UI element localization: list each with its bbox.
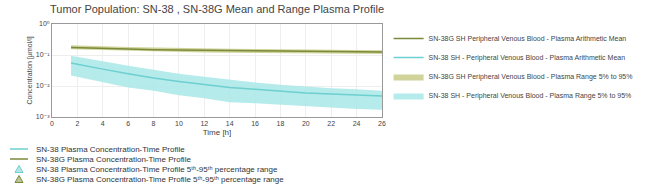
svg-text:10: 10 — [175, 120, 183, 127]
svg-text:2: 2 — [75, 120, 79, 127]
svg-text:10⁻¹: 10⁻¹ — [36, 51, 50, 58]
svg-text:26: 26 — [378, 120, 386, 127]
svg-text:8: 8 — [152, 120, 156, 127]
svg-text:SN-38 Plasma Concentration-Tim: SN-38 Plasma Concentration-Time Profile — [36, 145, 185, 154]
svg-text:10⁰: 10⁰ — [39, 20, 50, 27]
svg-text:SN-38 Plasma Concentration-Tim: SN-38 Plasma Concentration-Time Profile … — [36, 165, 278, 174]
svg-text:SN-38G SH Peripheral Venous Bl: SN-38G SH Peripheral Venous Blood - Plas… — [429, 73, 633, 81]
svg-text:Concentration [µmol/l]: Concentration [µmol/l] — [26, 36, 34, 104]
svg-text:SN-38G SH Peripheral Venous Bl: SN-38G SH Peripheral Venous Blood - Plas… — [429, 35, 627, 43]
svg-text:4: 4 — [101, 120, 105, 127]
svg-text:SN-38G Plasma Concentration-Ti: SN-38G Plasma Concentration-Time Profile… — [36, 175, 284, 184]
svg-text:SN-38G Plasma Concentration-Ti: SN-38G Plasma Concentration-Time Profile — [36, 155, 191, 164]
svg-text:10⁻³: 10⁻³ — [36, 113, 50, 120]
svg-text:16: 16 — [251, 120, 259, 127]
svg-text:12: 12 — [200, 120, 208, 127]
svg-text:6: 6 — [126, 120, 130, 127]
svg-text:24: 24 — [353, 120, 361, 127]
svg-text:10⁻²: 10⁻² — [36, 82, 50, 89]
svg-text:SN-38 SH - Peripheral Venous B: SN-38 SH - Peripheral Venous Blood - Pla… — [429, 92, 632, 100]
svg-text:20: 20 — [302, 120, 310, 127]
svg-text:SN-38 SH - Peripheral Venous B: SN-38 SH - Peripheral Venous Blood - Pla… — [429, 54, 626, 62]
svg-text:0: 0 — [50, 120, 54, 127]
svg-text:14: 14 — [226, 120, 234, 127]
svg-text:18: 18 — [277, 120, 285, 127]
svg-text:Time [h]: Time [h] — [203, 128, 232, 137]
svg-text:Tumor Population: SN-38 , SN-3: Tumor Population: SN-38 , SN-38G Mean an… — [50, 3, 384, 15]
svg-text:22: 22 — [327, 120, 335, 127]
